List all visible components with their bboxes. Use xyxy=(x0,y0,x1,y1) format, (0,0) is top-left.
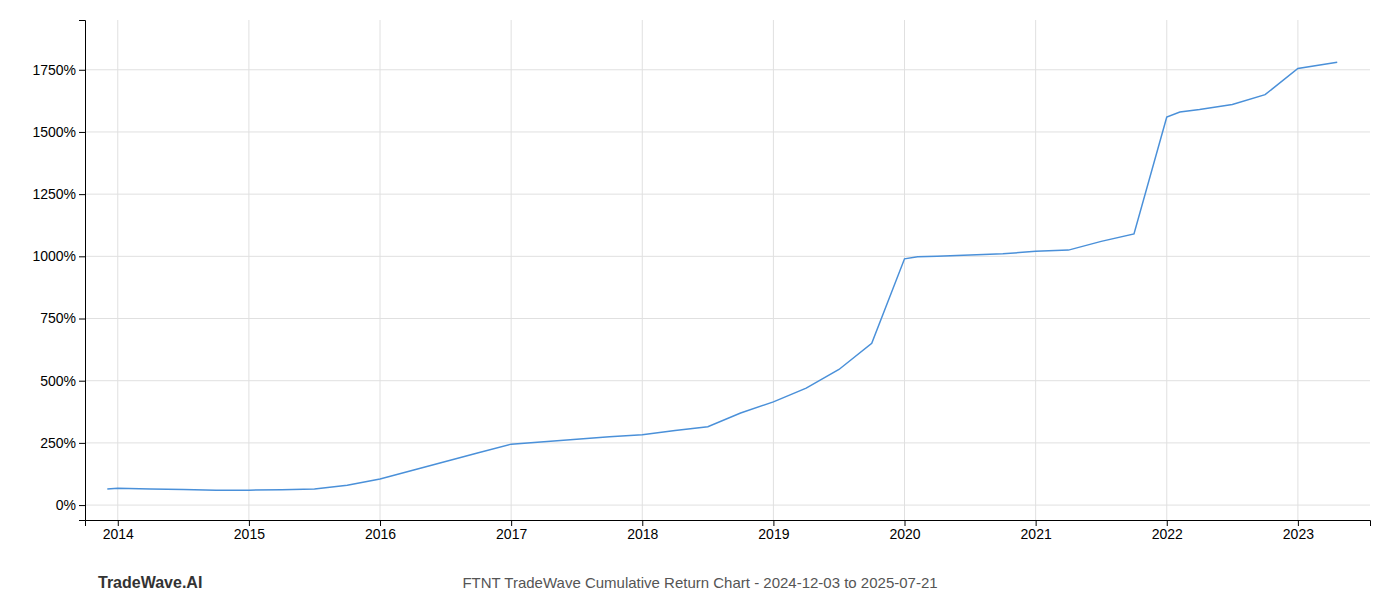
x-tick: 2016 xyxy=(365,520,396,542)
x-tick-label: 2017 xyxy=(496,526,527,542)
y-tick: 0% xyxy=(56,497,85,513)
x-tick-label: 2016 xyxy=(365,526,396,542)
y-tick: 1250% xyxy=(32,186,85,202)
x-grid-line xyxy=(773,20,774,520)
y-grid-line xyxy=(85,442,1370,443)
y-tick: 250% xyxy=(40,435,85,451)
x-grid-line xyxy=(117,20,118,520)
x-grid-line xyxy=(1166,20,1167,520)
x-axis: 2014 2015 2016 2017 2018 2019 2020 2021 2022 2023 xyxy=(86,520,1371,542)
y-tick-mark xyxy=(79,319,85,320)
y-tick-label: 1250% xyxy=(32,186,76,202)
x-grid-line xyxy=(248,20,249,520)
x-tick: 2020 xyxy=(889,520,920,542)
y-tick-mark xyxy=(79,132,85,133)
x-tick-label: 2023 xyxy=(1283,526,1314,542)
y-tick: 750% xyxy=(40,310,85,326)
y-tick-label: 250% xyxy=(40,435,76,451)
y-tick-label: 1500% xyxy=(32,124,76,140)
x-tick: 2022 xyxy=(1152,520,1183,542)
y-grid-line xyxy=(85,318,1370,319)
x-grid-line xyxy=(511,20,512,520)
y-grid-line xyxy=(85,131,1370,132)
x-tick-label: 2022 xyxy=(1152,526,1183,542)
y-grid-line xyxy=(85,69,1370,70)
title: FTNT TradeWave Cumulative Return Chart -… xyxy=(462,574,937,591)
y-tick-mark xyxy=(79,443,85,444)
x-tick: 2018 xyxy=(627,520,658,542)
plot-area: 2014 2015 2016 2017 2018 2019 2020 2021 2022 2023… xyxy=(32,20,1370,542)
y-tick-label: 1000% xyxy=(32,248,76,264)
y-tick: 1500% xyxy=(32,124,85,140)
y-axis: 0% 250% 500% 750% 1000% 1250% 1500% 1750% xyxy=(32,21,85,521)
x-tick: 2014 xyxy=(103,520,134,542)
line xyxy=(107,62,1337,490)
x-tick: 2019 xyxy=(758,520,789,542)
y-axis-line xyxy=(79,21,86,521)
x-tick-label: 2014 xyxy=(103,526,134,542)
y-tick-label: 750% xyxy=(40,310,76,326)
y-tick-mark xyxy=(79,505,85,506)
y-tick: 1750% xyxy=(32,62,85,78)
y-tick-mark xyxy=(79,381,85,382)
x-grid-line xyxy=(380,20,381,520)
x-tick: 2017 xyxy=(496,520,527,542)
series-group xyxy=(107,62,1337,490)
y-tick-mark xyxy=(79,256,85,257)
x-tick-label: 2021 xyxy=(1021,526,1052,542)
x-tick-label: 2020 xyxy=(889,526,920,542)
x-tick-label: 2019 xyxy=(758,526,789,542)
y-tick-label: 0% xyxy=(56,497,76,513)
x-tick: 2015 xyxy=(234,520,265,542)
y-grid-line xyxy=(85,505,1370,506)
x-tick: 2023 xyxy=(1283,520,1314,542)
y-tick-mark xyxy=(79,194,85,195)
y-tick: 1000% xyxy=(32,248,85,264)
x-grid-line xyxy=(904,20,905,520)
y-tick-label: 500% xyxy=(40,373,76,389)
x-grid-line xyxy=(1035,20,1036,520)
grid xyxy=(85,20,1370,520)
y-tick-mark xyxy=(79,70,85,71)
y-grid-line xyxy=(85,194,1370,195)
watermark: TradeWave.AI xyxy=(98,574,202,591)
y-grid-line xyxy=(85,256,1370,257)
y-tick: 500% xyxy=(40,373,85,389)
x-tick-label: 2018 xyxy=(627,526,658,542)
x-tick-label: 2015 xyxy=(234,526,265,542)
x-tick: 2021 xyxy=(1021,520,1052,542)
y-tick-label: 1750% xyxy=(32,62,76,78)
y-grid-line xyxy=(85,380,1370,381)
chart: 2014 2015 2016 2017 2018 2019 2020 2021 2022 2023… xyxy=(0,0,1400,600)
x-grid-line xyxy=(642,20,643,520)
x-grid-line xyxy=(1297,20,1298,520)
